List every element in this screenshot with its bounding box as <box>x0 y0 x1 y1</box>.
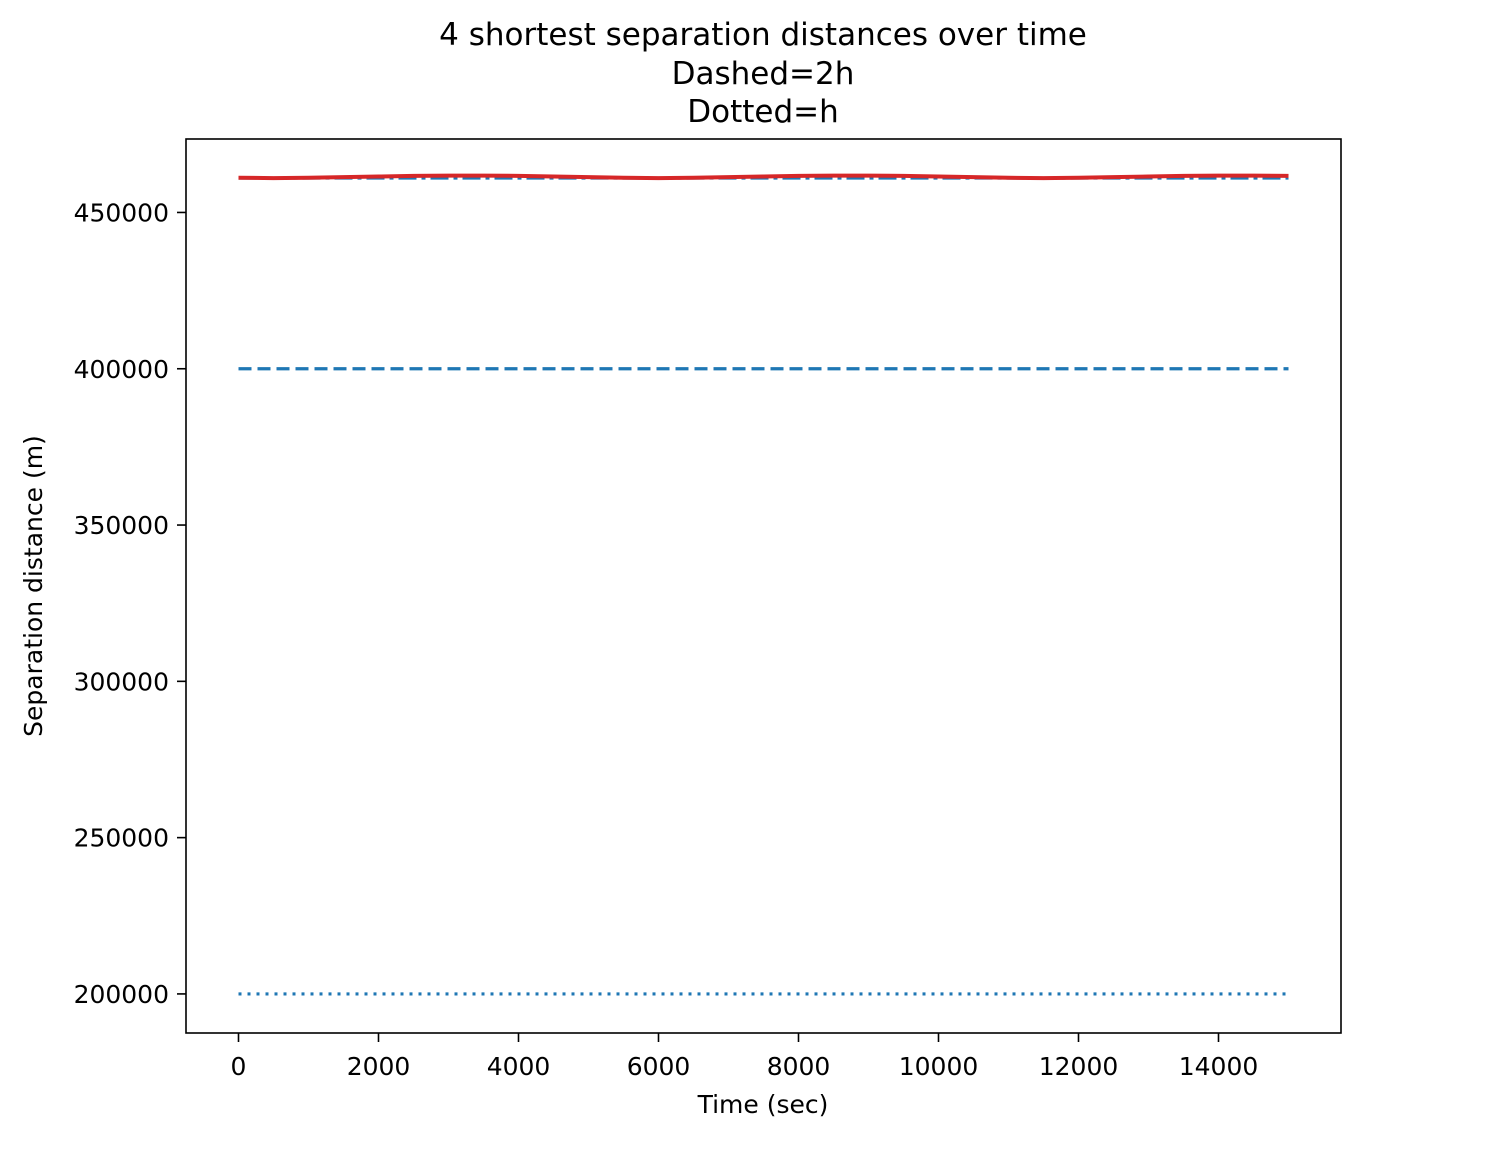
x-axis: 0 2000 4000 6000 8000 10000 12000 14000 <box>231 1033 1259 1081</box>
x-axis-label: Time (sec) <box>697 1090 829 1119</box>
y-axis-label: Separation distance (m) <box>19 435 48 737</box>
x-tick-label: 0 <box>231 1052 247 1081</box>
y-tick-label: 350000 <box>74 511 169 540</box>
chart-title-line-3: Dotted=h <box>687 94 839 130</box>
series-layer <box>238 173 1289 996</box>
y-tick-label: 200000 <box>74 980 169 1009</box>
y-tick-label: 400000 <box>74 355 169 384</box>
y-tick-label: 450000 <box>74 198 169 227</box>
x-tick-label: 2000 <box>347 1052 411 1081</box>
y-tick-label: 300000 <box>74 667 169 696</box>
plot-area <box>185 138 1342 1034</box>
x-tick-label: 14000 <box>1179 1052 1259 1081</box>
y-axis: 200000 250000 300000 350000 400000 450000 <box>74 198 186 1009</box>
axes-frame <box>185 138 1342 1034</box>
chart-title-line-1: 4 shortest separation distances over tim… <box>439 17 1087 53</box>
x-tick-label: 4000 <box>487 1052 551 1081</box>
x-tick-label: 6000 <box>627 1052 691 1081</box>
y-tick-label: 250000 <box>74 824 169 853</box>
x-tick-label: 10000 <box>899 1052 979 1081</box>
chart-title-line-2: Dashed=2h <box>672 56 855 92</box>
x-tick-label: 8000 <box>767 1052 831 1081</box>
series-line-solid <box>238 173 1289 181</box>
x-tick-label: 12000 <box>1039 1052 1119 1081</box>
